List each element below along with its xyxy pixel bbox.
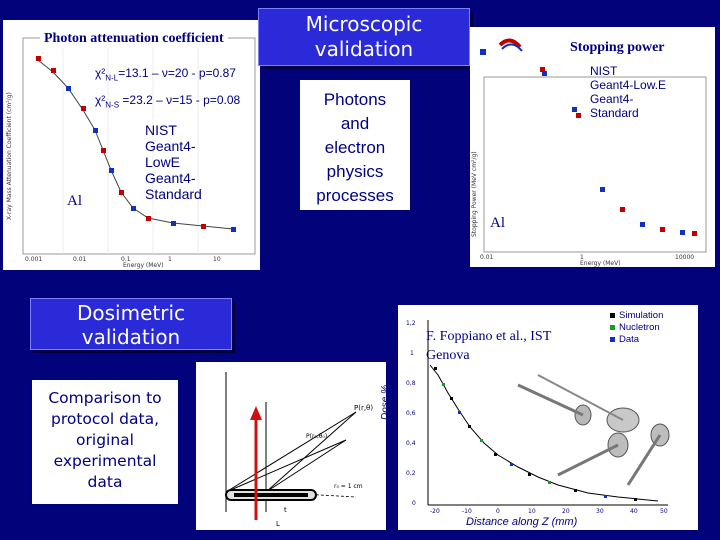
dose-legend-data-label: Data xyxy=(619,334,640,345)
dose-x-tick: 50 xyxy=(660,508,668,515)
legend-geant4-1: Geant4- xyxy=(145,138,196,154)
dose-x-tick: 40 xyxy=(630,508,638,515)
dose-legend-nucletron: Nucletron xyxy=(610,322,663,334)
dose-legend-simulation-label: Simulation xyxy=(619,310,664,321)
photons-line1: Photons xyxy=(323,90,387,109)
photon-x-tick: 1 xyxy=(168,256,172,263)
chi-nl-value: =13.1 – ν=20 - p=0.87 xyxy=(118,66,236,80)
comparison-line4: experimental xyxy=(53,452,157,470)
dose-x-tick: -20 xyxy=(430,508,440,515)
dose-y-axis-label: Dose % xyxy=(380,384,391,420)
source-geometry-svg: P(r,θ) P(r₀,θ₀) r₀ = 1 cm t L xyxy=(225,372,373,528)
dose-x-axis-label: Distance along Z (mm) xyxy=(466,516,578,528)
comparison-box: Comparison to protocol data, original ex… xyxy=(30,378,180,506)
stopping-x-tick: 0.01 xyxy=(480,254,494,261)
dose-x-tick: 0 xyxy=(496,508,500,515)
comparison-line1: Comparison to xyxy=(48,389,162,407)
legend-geant4-2: Geant4- xyxy=(145,170,196,186)
legend-nist: NIST xyxy=(145,122,177,138)
dose-y-tick: 0,8 xyxy=(406,380,416,387)
dose-y-tick: 1,2 xyxy=(406,320,416,327)
stopping-x-tick: 1 xyxy=(580,254,584,261)
dose-x-tick: 10 xyxy=(528,508,536,515)
stopping-material-label: Al xyxy=(490,215,505,231)
photon-material-label: Al xyxy=(67,193,82,209)
dose-x-tick: -10 xyxy=(462,508,472,515)
dose-y-tick: 1 xyxy=(410,350,414,357)
stopping-data-points xyxy=(480,38,697,236)
stopping-y-axis-label: Stopping Power (MeV cm²/g) xyxy=(471,151,478,237)
photon-x-tick: 0.01 xyxy=(73,256,87,263)
stopping-legend-std: Standard xyxy=(590,106,639,120)
diagram-label-p: P(r,θ) xyxy=(354,404,373,412)
photon-x-tick: 0.001 xyxy=(25,256,42,263)
stopping-x-axis-label: Energy (MeV) xyxy=(580,260,621,267)
dose-citation-line2: Genova xyxy=(426,348,470,363)
chi-squared-nl: χ²N-L=13.1 – ν=20 - p=0.87 xyxy=(95,66,236,82)
comparison-line2: protocol data, xyxy=(51,410,159,428)
chi-ns-subscript: N-S xyxy=(105,100,120,110)
legend-standard: Standard xyxy=(145,186,202,202)
diagram-label-r0: r₀ = 1 cm xyxy=(334,483,363,490)
microscopic-validation-callout: Microscopic validation xyxy=(258,8,470,66)
photons-line5: processes xyxy=(316,186,394,205)
dose-y-tick: 0,6 xyxy=(406,410,416,417)
microscopic-line2: validation xyxy=(314,37,414,61)
dose-citation-line1: F. Foppiano et al., IST xyxy=(426,329,552,344)
dose-plot: 1,2 1 0,8 0,6 0,4 0,2 0 -20 -10 0 10 20 … xyxy=(398,305,698,530)
photon-attenuation-chart: X-ray Mass Attenuation Coefficient (cm²/… xyxy=(6,37,256,269)
diagram-label-l: L xyxy=(276,520,280,528)
dose-citation: F. Foppiano et al., IST Genova xyxy=(426,327,551,365)
stopping-legend: NIST Geant4-Low.E Geant4- Standard xyxy=(590,64,666,120)
photon-data-points xyxy=(36,56,236,232)
dose-legend: Simulation Nucletron Data xyxy=(610,310,663,346)
photons-line4: physics xyxy=(326,162,384,181)
source-geometry-diagram: P(r,θ) P(r₀,θ₀) r₀ = 1 cm t L xyxy=(196,362,386,530)
stopping-legend-g4: Geant4- xyxy=(590,92,634,106)
microscopic-line1: Microscopic xyxy=(305,12,423,36)
comparison-line5: data xyxy=(87,473,123,491)
stopping-title: Stopping power xyxy=(570,40,665,55)
stopping-legend-lowe: Geant4-Low.E xyxy=(590,78,667,92)
diagram-label-p0: P(r₀,θ₀) xyxy=(306,433,327,440)
photons-line2: and xyxy=(340,114,370,133)
dose-legend-nucletron-label: Nucletron xyxy=(619,322,660,333)
photon-x-axis-label: Energy (MeV) xyxy=(123,262,164,269)
photon-y-axis-label: X-ray Mass Attenuation Coefficient (cm²/… xyxy=(6,92,13,220)
dose-legend-simulation: Simulation xyxy=(610,310,663,322)
photon-attenuation-plot: X-ray Mass Attenuation Coefficient (cm²/… xyxy=(3,20,260,270)
chi-ns-value: =23.2 – ν=15 - p=0.08 xyxy=(119,93,241,107)
diagram-label-t: t xyxy=(284,506,287,514)
chi-nl-subscript: N-L xyxy=(105,73,119,83)
photon-x-tick: 0.1 xyxy=(121,256,131,263)
dosimetric-validation-callout: Dosimetric validation xyxy=(30,298,232,350)
dose-legend-data: Data xyxy=(610,334,663,346)
stopping-power-plot: Stopping Power (MeV cm²/g) Energy (MeV) … xyxy=(470,27,715,267)
dose-data-points xyxy=(434,367,637,501)
photons-line3: electron xyxy=(324,138,386,157)
photons-electron-box: Photons and electron physics processes xyxy=(300,80,410,210)
dose-plot-svg: 1,2 1 0,8 0,6 0,4 0,2 0 -20 -10 0 10 20 … xyxy=(398,305,698,530)
dosimetric-line2: validation xyxy=(81,325,181,349)
chi-nl-symbol: χ² xyxy=(95,66,106,80)
applicator-image xyxy=(517,374,670,486)
dose-y-tick: 0,4 xyxy=(406,440,416,447)
legend-lowe: LowE xyxy=(145,154,181,170)
stopping-x-tick: 10000 xyxy=(675,254,694,261)
dose-y-tick: 0 xyxy=(412,500,416,507)
photon-title: Photon attenuation coefficient xyxy=(40,30,228,48)
dose-x-tick: 30 xyxy=(596,508,604,515)
dose-y-tick: 0,2 xyxy=(406,470,416,477)
comparison-line3: original xyxy=(76,431,134,449)
photon-legend: NIST Geant4- LowE Geant4- Standard xyxy=(145,122,202,202)
chi-ns-symbol: χ² xyxy=(95,93,106,107)
photon-x-tick: 10 xyxy=(213,256,221,263)
chi-squared-ns: χ²N-S =23.2 – ν=15 - p=0.08 xyxy=(95,93,240,109)
stopping-power-chart: Stopping Power (MeV cm²/g) Energy (MeV) … xyxy=(471,38,707,267)
stopping-legend-nist: NIST xyxy=(590,64,618,78)
dose-x-tick: 20 xyxy=(562,508,570,515)
dosimetric-line1: Dosimetric xyxy=(76,301,186,325)
